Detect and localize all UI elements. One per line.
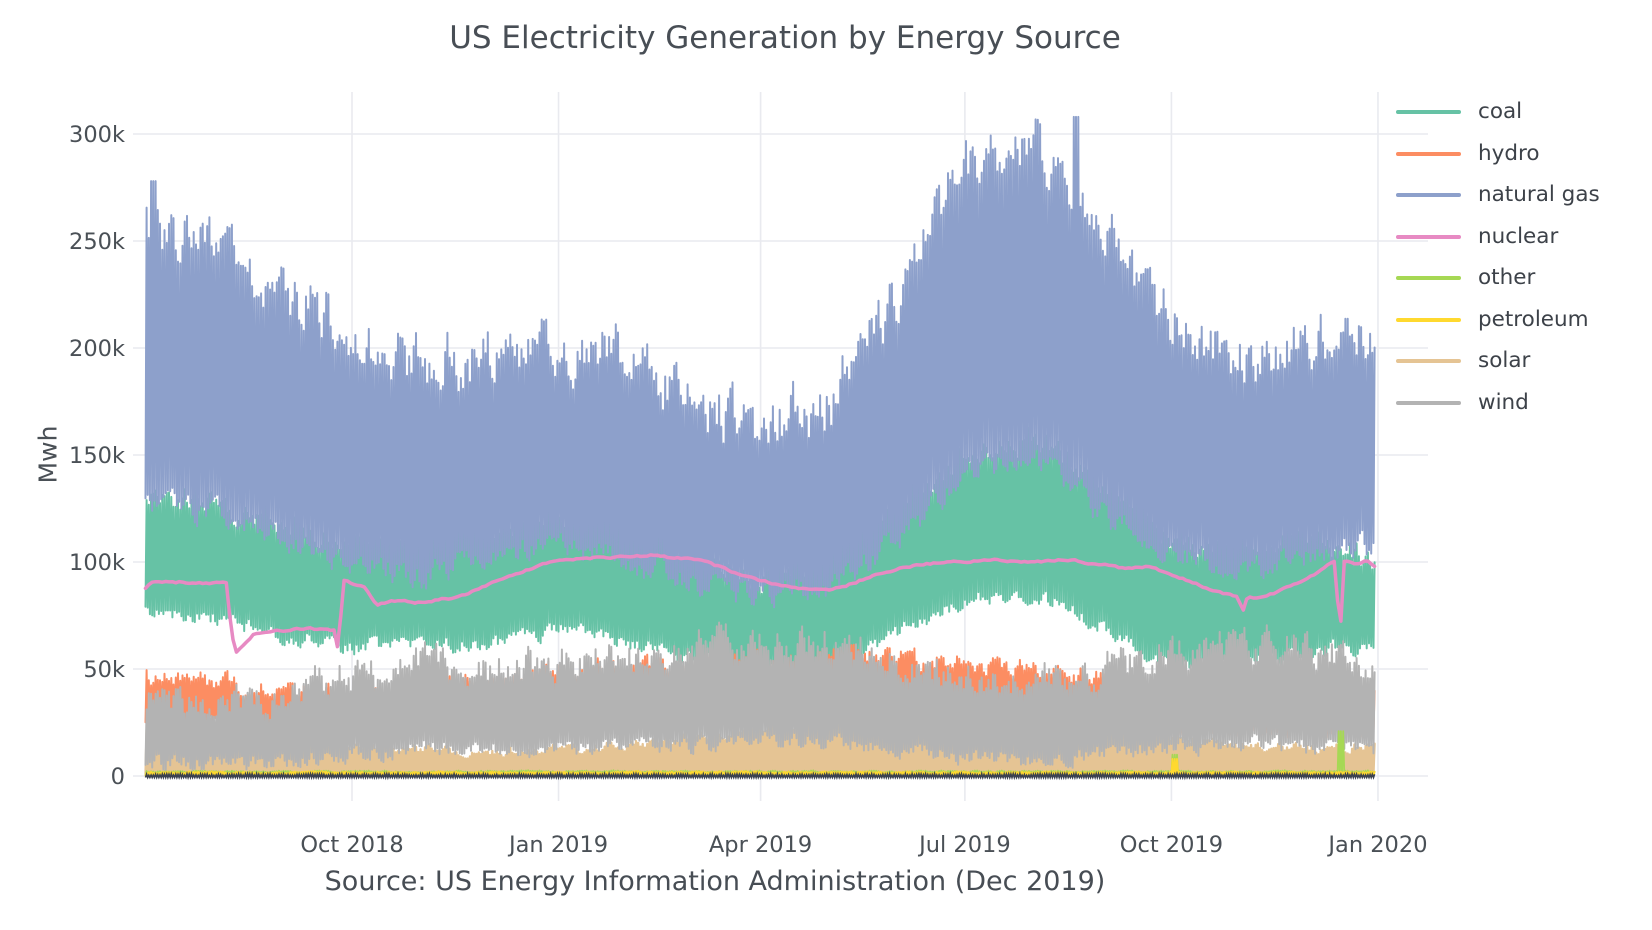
legend-swatch-solar — [1396, 359, 1461, 363]
series-coal — [144, 426, 1376, 676]
chart-title: US Electricity Generation by Energy Sour… — [449, 20, 1121, 56]
legend-item-natural-gas[interactable]: natural gas — [1396, 181, 1600, 209]
y-tick-label: 200k — [69, 336, 125, 362]
x-tick-label: Oct 2018 — [300, 832, 403, 858]
legend-item-coal[interactable]: coal — [1396, 98, 1600, 126]
legend-label: wind — [1478, 389, 1529, 415]
series-wind — [144, 621, 1376, 772]
y-tick-label: 250k — [69, 229, 125, 255]
x-tick-label: Oct 2019 — [1120, 832, 1223, 858]
legend-label: petroleum — [1478, 306, 1589, 332]
y-tick-label: 50k — [83, 657, 125, 683]
legend-swatch-coal — [1396, 110, 1461, 114]
legend-swatch-nuclear — [1396, 234, 1461, 239]
legend-label: natural gas — [1478, 182, 1600, 207]
zero-strip — [144, 770, 1376, 781]
legend-swatch-natural-gas — [1396, 193, 1461, 197]
legend-label: nuclear — [1478, 223, 1559, 249]
legend-item-petroleum[interactable]: petroleum — [1396, 306, 1600, 334]
x-tick-label: Jul 2019 — [917, 832, 1011, 858]
x-tick-label: Jan 2020 — [1326, 832, 1427, 858]
y-tick-label: 100k — [69, 550, 125, 576]
y-tick-label: 300k — [69, 122, 125, 148]
legend-item-nuclear[interactable]: nuclear — [1396, 223, 1600, 251]
legend-swatch-other — [1396, 276, 1461, 280]
source-caption: Source: US Energy Information Administra… — [324, 866, 1106, 897]
legend: coal hydro natural gas nuclear other petroleu… — [1396, 98, 1600, 430]
series-nuclear — [143, 553, 1377, 654]
legend-swatch-hydro — [1396, 151, 1461, 156]
legend-item-hydro[interactable]: hydro — [1396, 140, 1600, 168]
series-solar — [144, 716, 1376, 775]
y-tick-label: 150k — [69, 443, 125, 469]
legend-label: hydro — [1478, 140, 1540, 166]
legend-swatch-petroleum — [1396, 317, 1461, 322]
legend-label: coal — [1478, 99, 1523, 124]
x-tick-label: Jan 2019 — [507, 832, 608, 858]
legend-item-other[interactable]: other — [1396, 264, 1600, 292]
legend-item-solar[interactable]: solar — [1396, 347, 1600, 375]
series-natural-gas — [144, 115, 1376, 609]
y-tick-label: 0 — [111, 764, 125, 790]
x-tick-label: Apr 2019 — [709, 832, 812, 858]
legend-item-wind[interactable]: wind — [1396, 389, 1600, 417]
legend-label: solar — [1478, 348, 1531, 373]
legend-swatch-wind — [1396, 400, 1461, 405]
legend-label: other — [1478, 265, 1536, 290]
